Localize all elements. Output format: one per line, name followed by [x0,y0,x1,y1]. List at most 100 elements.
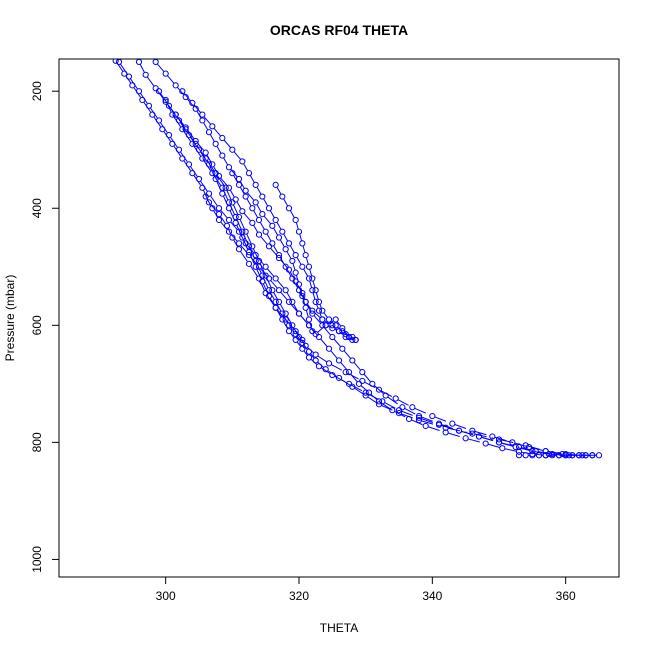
series-segment [206,198,212,207]
series-segment [384,402,397,410]
data-point [389,407,396,414]
data-point [289,257,296,265]
data-point [562,452,569,459]
series-segment [139,64,145,73]
data-point [249,219,256,226]
series-segment [229,210,236,221]
series-segment [421,418,437,425]
series-segment [209,134,215,142]
series-segment [273,292,279,300]
data-point [172,82,179,89]
series-2 [115,59,353,341]
series-segment [333,338,342,348]
data-point [269,287,276,294]
data-point [315,333,323,341]
data-point [245,170,253,177]
series-segment [190,136,198,148]
series-segment [256,204,262,213]
series-segment [296,335,302,342]
series-segment [276,309,282,318]
series-segment [233,239,239,248]
series-segment [210,195,218,207]
series-segment [340,362,348,371]
data-point [115,59,123,66]
data-point [229,199,236,206]
data-point [275,298,283,306]
series-segment [313,315,322,324]
series-segment [296,257,302,265]
series-segment [290,332,295,339]
series-segment [279,303,285,312]
data-point [215,211,223,218]
series-segment [290,303,298,312]
series-11 [202,193,576,459]
series-segment [216,175,225,186]
series-segment [250,265,258,277]
series-6 [272,181,359,344]
series-segment [454,424,471,431]
series-segment [327,370,338,377]
data-point [195,146,203,153]
series-segment [323,312,328,318]
series-segment [250,256,258,266]
series-segment [387,396,401,407]
series-segment [531,447,544,452]
data-point [215,216,223,224]
series-segment [213,175,222,186]
data-point [259,278,266,285]
data-point [165,102,173,109]
series-segment [173,116,182,128]
series-segment [273,245,279,254]
series-segment [380,402,391,410]
series-segment [260,268,268,277]
data-point [285,298,293,306]
data-point [189,99,196,106]
data-point [305,275,313,282]
series-segment [337,326,341,330]
data-point [275,234,283,241]
data-point [332,316,339,323]
data-point [275,287,283,294]
series-segment [468,438,484,444]
data-point [535,452,543,459]
data-point [312,330,319,338]
series-segment [283,315,289,324]
data-point [252,181,259,188]
data-point [289,322,296,329]
series-segment [222,195,229,207]
series-segment [236,201,242,210]
data-point [265,292,273,300]
data-point [279,193,286,200]
series-segment [360,385,368,392]
series-segment [220,177,228,187]
series-segment [397,399,411,407]
series-segment [303,344,308,350]
series-segment [276,221,282,230]
series-segment [295,275,299,282]
data-point [249,243,256,250]
data-point [319,322,326,329]
data-point [275,251,283,259]
series-segment [253,210,259,218]
series-segment [286,251,292,259]
series-segment [441,425,457,431]
series-segment [461,430,477,437]
series-segment [289,210,295,218]
data-point [205,199,213,206]
data-point [232,219,239,226]
data-point [415,414,423,421]
data-point [549,452,556,459]
data-point [392,395,399,402]
data-point [239,158,246,165]
data-point [325,345,333,352]
series-segment [146,76,155,87]
data-point [359,377,366,385]
data-point [272,216,279,224]
data-point [195,175,203,183]
data-point [315,307,323,314]
series-segment [252,248,259,259]
data-point [265,243,273,250]
series-segment [256,186,262,195]
data-point [315,363,323,370]
data-point [202,155,209,162]
